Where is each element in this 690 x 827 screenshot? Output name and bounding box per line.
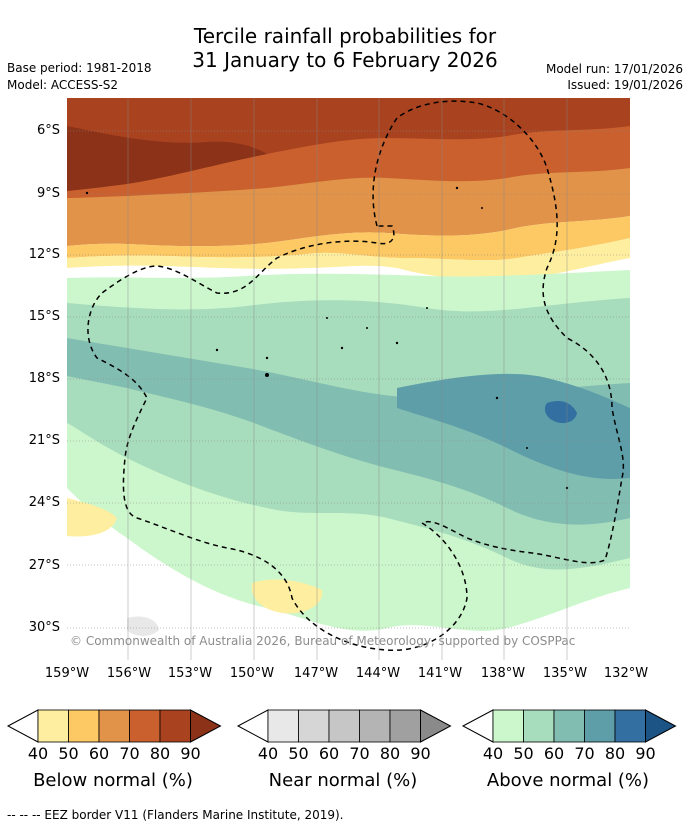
gridlines: [67, 130, 630, 629]
below-legend-swatch: [159, 709, 191, 743]
model-run: Model run: 17/01/2026: [545, 62, 683, 76]
below-legend-tick: 60: [88, 744, 110, 763]
near-legend-swatch: [328, 709, 360, 743]
eez-footnote: -- -- -- EEZ border V11 (Flanders Marine…: [7, 808, 344, 822]
near-patch: [127, 616, 159, 636]
lon-label: 144°W: [355, 666, 401, 681]
lat-label: 27°S: [28, 558, 60, 573]
below-legend-swatch: [98, 709, 130, 743]
lon-label: 132°W: [603, 666, 649, 681]
lon-label: 138°W: [480, 666, 526, 681]
below-legend-tick: 90: [180, 744, 201, 763]
above-legend-tick: 90: [635, 744, 656, 763]
below-patch-west: [67, 498, 117, 537]
near-legend-swatch: [267, 709, 299, 743]
near-legend-tick: 60: [318, 744, 340, 763]
base-period: Base period: 1981-2018: [7, 61, 152, 75]
lon-label: 141°W: [417, 666, 463, 681]
below-legend-over: [190, 709, 222, 743]
above-band-70: [397, 373, 630, 479]
above-legend-tick: 60: [543, 744, 565, 763]
near-legend-title: Near normal (%): [268, 770, 418, 791]
below-legend-tick: 80: [149, 744, 171, 763]
below-legend-title: Below normal (%): [33, 770, 193, 791]
islands: [85, 186, 569, 490]
title-line-2: 31 January to 6 February 2026: [192, 48, 498, 72]
above-legend-under: [461, 709, 494, 743]
meridians: [127, 98, 568, 660]
below-band-50: [67, 238, 630, 281]
issued-date: Issued: 19/01/2026: [567, 78, 683, 92]
lat-label: 18°S: [28, 371, 60, 386]
below-legend-under: [6, 709, 39, 743]
lon-label: 147°W: [293, 666, 339, 681]
above-legend-title: Above normal (%): [486, 770, 650, 791]
lon-label: 156°W: [106, 666, 152, 681]
below-legend-swatch: [129, 709, 161, 743]
probability-map: [67, 98, 630, 660]
below-legend-tick: 50: [58, 744, 79, 763]
title-line-1: Tercile rainfall probabilities for: [193, 24, 497, 48]
lon-label: 135°W: [542, 666, 588, 681]
above-legend-tick: 80: [604, 744, 626, 763]
lon-label: 159°W: [44, 666, 90, 681]
above-legend-swatch: [614, 709, 646, 743]
near-legend-tick: 90: [410, 744, 431, 763]
lon-label: 153°W: [167, 666, 213, 681]
near-legend-tick: 70: [349, 744, 370, 763]
below-core-90: [67, 126, 267, 191]
lat-label: 15°S: [28, 309, 60, 324]
below-legend-swatch: [68, 709, 100, 743]
map-copyright: © Commonwealth of Australia 2026, Bureau…: [70, 634, 576, 648]
map-panel: © Commonwealth of Australia 2026, Bureau…: [67, 98, 630, 660]
below-legend-swatch: [37, 709, 69, 743]
lat-label: 30°S: [28, 620, 60, 635]
above-band-80: [544, 401, 577, 424]
near-legend-tick: 40: [257, 744, 279, 763]
near-legend-swatch: [389, 709, 421, 743]
near-legend-swatch: [359, 709, 391, 743]
near-legend-tick: 80: [379, 744, 401, 763]
near-legend-tick: 50: [288, 744, 309, 763]
near-legend-swatch: [298, 709, 330, 743]
legend-bars: [6, 709, 677, 743]
lon-label: 150°W: [229, 666, 275, 681]
below-band-60: [67, 216, 630, 261]
lat-label: 6°S: [36, 123, 60, 138]
model-name: Model: ACCESS-S2: [7, 78, 119, 92]
lat-label: 21°S: [28, 433, 60, 448]
above-legend-tick: 40: [482, 744, 504, 763]
above-legend-swatch: [492, 709, 524, 743]
above-band-60: [67, 338, 630, 525]
lat-label: 12°S: [28, 247, 60, 262]
below-legend-tick: 70: [119, 744, 140, 763]
below-patch-south: [251, 579, 323, 614]
above-legend-tick: 50: [513, 744, 534, 763]
above-legend-over: [645, 709, 677, 743]
above-legend-swatch: [553, 709, 585, 743]
lat-label: 9°S: [36, 186, 60, 201]
below-legend-tick: 40: [27, 744, 49, 763]
near-legend-under: [236, 709, 269, 743]
above-legend-swatch: [523, 709, 555, 743]
above-legend-swatch: [584, 709, 616, 743]
lat-label: 24°S: [28, 495, 60, 510]
near-legend-over: [420, 709, 452, 743]
above-legend-tick: 70: [574, 744, 595, 763]
map-title: Tercile rainfall probabilities for 31 Ja…: [0, 24, 690, 72]
